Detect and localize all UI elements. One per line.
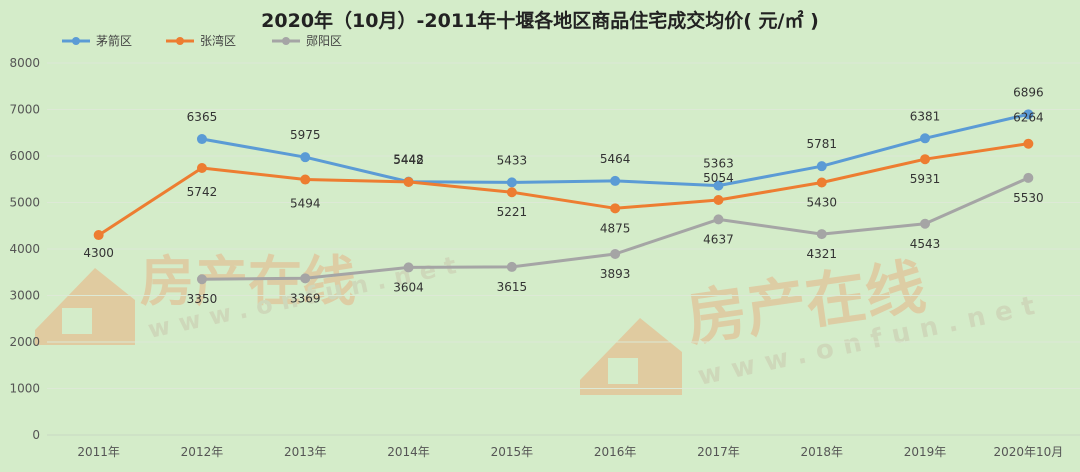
data-label: 4875 [600, 221, 631, 235]
y-tick-label: 2000 [9, 335, 40, 349]
data-label: 5975 [290, 128, 321, 142]
data-point [713, 194, 724, 205]
data-point [1023, 172, 1034, 183]
data-label: 6381 [910, 109, 941, 123]
data-label: 3604 [393, 280, 424, 294]
x-tick-label: 2016年 [594, 445, 637, 459]
x-tick-label: 2019年 [904, 445, 947, 459]
data-point [93, 230, 104, 241]
house-icon [580, 318, 682, 395]
legend-label: 张湾区 [200, 33, 236, 48]
x-axis: 2011年 2012年 2013年 2014年 2015年 2016年 2017年 2018年… [77, 445, 1063, 459]
data-label: 5742 [187, 185, 218, 199]
data-label: 6365 [187, 110, 218, 124]
y-tick-label: 8000 [9, 56, 40, 70]
x-tick-label: 2013年 [284, 445, 327, 459]
data-point [816, 229, 827, 240]
data-label: 5363 [703, 157, 734, 171]
x-tick-label: 2011年 [77, 445, 120, 459]
data-label: 5442 [393, 153, 424, 167]
data-label: 5221 [497, 205, 528, 219]
data-label: 3350 [187, 292, 218, 306]
data-labels: 6365 5975 5448 5433 5464 5363 5781 6381 6896 4300… [83, 85, 1043, 306]
data-label: 4321 [806, 247, 837, 261]
data-point [506, 187, 517, 198]
y-tick-label: 5000 [9, 196, 40, 210]
data-point [610, 203, 621, 214]
x-tick-label: 2015年 [491, 445, 534, 459]
data-label: 4637 [703, 232, 734, 246]
y-tick-label: 0 [32, 428, 40, 442]
data-point [506, 177, 517, 188]
data-point [610, 175, 621, 186]
legend-swatch-marker [176, 37, 184, 45]
x-tick-label: 2017年 [697, 445, 740, 459]
data-label: 6896 [1013, 85, 1044, 99]
legend-label: 郧阳区 [306, 34, 342, 48]
data-point [920, 133, 931, 144]
data-point [196, 162, 207, 173]
data-label: 3369 [290, 291, 321, 305]
data-point [196, 134, 207, 145]
data-label: 4300 [83, 246, 114, 260]
data-label: 5054 [703, 171, 734, 185]
x-tick-label: 2018年 [800, 445, 843, 459]
data-point [300, 152, 311, 163]
data-label: 5433 [497, 153, 528, 167]
data-label: 5464 [600, 152, 631, 166]
data-point [1023, 138, 1034, 149]
y-tick-label: 7000 [9, 103, 40, 117]
data-label: 5494 [290, 197, 321, 211]
y-tick-label: 3000 [9, 289, 40, 303]
y-axis: 0 1000 2000 3000 4000 5000 6000 7000 8000 [9, 56, 40, 442]
data-point [1023, 109, 1034, 120]
data-label: 3615 [497, 280, 528, 294]
data-label: 5781 [806, 137, 837, 151]
y-tick-label: 6000 [9, 149, 40, 163]
data-point [196, 274, 207, 285]
data-label: 5931 [910, 172, 941, 186]
data-point [506, 261, 517, 272]
house-icon [35, 268, 135, 345]
y-tick-label: 1000 [9, 382, 40, 396]
watermark-brand-left: 房产在线 [140, 250, 356, 313]
series-line-2 [97, 142, 1029, 237]
data-label: 4543 [910, 237, 941, 251]
legend-swatch-marker [72, 37, 80, 45]
data-point [920, 154, 931, 165]
data-point [816, 177, 827, 188]
data-label: 3893 [600, 267, 631, 281]
x-tick-label: 2020年10月 [993, 445, 1063, 459]
data-point [816, 161, 827, 172]
data-point [300, 273, 311, 284]
data-point [403, 176, 414, 187]
data-point [713, 214, 724, 225]
data-label: 5430 [806, 196, 837, 210]
x-tick-label: 2012年 [181, 445, 224, 459]
house-window-icon [608, 358, 638, 384]
y-tick-label: 4000 [9, 242, 40, 256]
data-label: 6264 [1013, 111, 1044, 125]
gridlines [47, 62, 1080, 436]
x-tick-label: 2014年 [387, 445, 430, 459]
house-window-icon [62, 308, 92, 334]
data-point [403, 262, 414, 273]
legend: 茅箭区 张湾区 郧阳区 [62, 33, 342, 48]
data-label: 5448 [393, 153, 424, 167]
legend-label: 茅箭区 [96, 33, 132, 48]
data-point [920, 218, 931, 229]
data-point [610, 248, 621, 259]
legend-swatch-marker [282, 37, 290, 45]
series-lines [93, 109, 1034, 285]
data-label: 5530 [1013, 191, 1044, 205]
chart-title: 2020年（10月）-2011年十堰各地区商品住宅成交均价( 元/㎡ ) [261, 9, 819, 32]
data-point [713, 180, 724, 191]
data-point [300, 174, 311, 185]
